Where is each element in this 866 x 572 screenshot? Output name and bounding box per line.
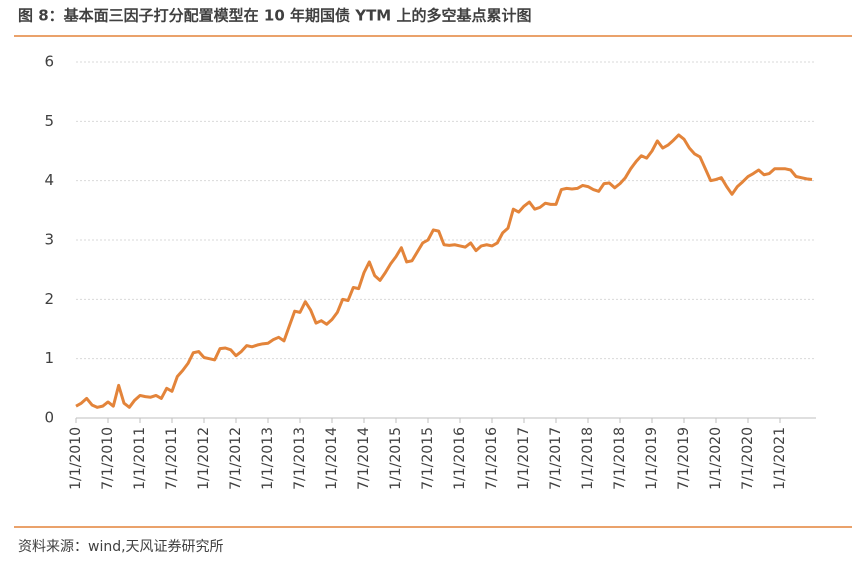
y-tick-label: 3 xyxy=(44,231,54,249)
chart-title: 图 8：基本面三因子打分配置模型在 10 年期国债 YTM 上的多空基点累计图 xyxy=(18,7,531,25)
x-tick-label: 1/1/2020 xyxy=(708,427,724,490)
x-tick-label: 1/1/2013 xyxy=(260,427,276,490)
y-tick-label: 6 xyxy=(44,53,54,71)
y-tick-label: 4 xyxy=(44,171,54,189)
y-tick-label: 0 xyxy=(44,409,54,427)
x-tick-label: 1/1/2012 xyxy=(196,427,212,490)
x-tick-label: 1/1/2015 xyxy=(388,427,404,490)
data-line xyxy=(75,133,813,409)
x-tick-label: 1/1/2018 xyxy=(580,427,596,490)
x-tick-label: 7/1/2011 xyxy=(164,427,180,490)
x-tick-label: 7/1/2020 xyxy=(740,427,756,490)
x-tick-label: 7/1/2017 xyxy=(548,427,564,490)
x-tick-label: 1/1/2017 xyxy=(516,427,532,490)
x-tick-label: 1/1/2016 xyxy=(452,427,468,490)
x-tick-label: 1/1/2021 xyxy=(772,427,788,490)
y-tick-label: 1 xyxy=(44,349,54,367)
y-tick-label: 2 xyxy=(44,290,54,308)
x-tick-label: 7/1/2013 xyxy=(292,427,308,490)
x-tick-label: 7/1/2018 xyxy=(612,427,628,490)
x-tick-label: 7/1/2010 xyxy=(100,427,116,490)
y-tick-label: 5 xyxy=(44,112,54,130)
x-tick-label: 1/1/2010 xyxy=(68,427,84,490)
source-note: 资料来源：wind,天风证券研究所 xyxy=(18,539,224,555)
x-tick-label: 7/1/2019 xyxy=(676,427,692,490)
x-tick-label: 1/1/2011 xyxy=(132,427,148,490)
x-tick-label: 7/1/2012 xyxy=(228,427,244,490)
x-tick-label: 7/1/2014 xyxy=(356,427,372,490)
x-tick-label: 7/1/2016 xyxy=(484,427,500,490)
x-tick-label: 1/1/2014 xyxy=(324,427,340,490)
x-tick-label: 1/1/2019 xyxy=(644,427,660,490)
x-tick-label: 7/1/2015 xyxy=(420,427,436,490)
